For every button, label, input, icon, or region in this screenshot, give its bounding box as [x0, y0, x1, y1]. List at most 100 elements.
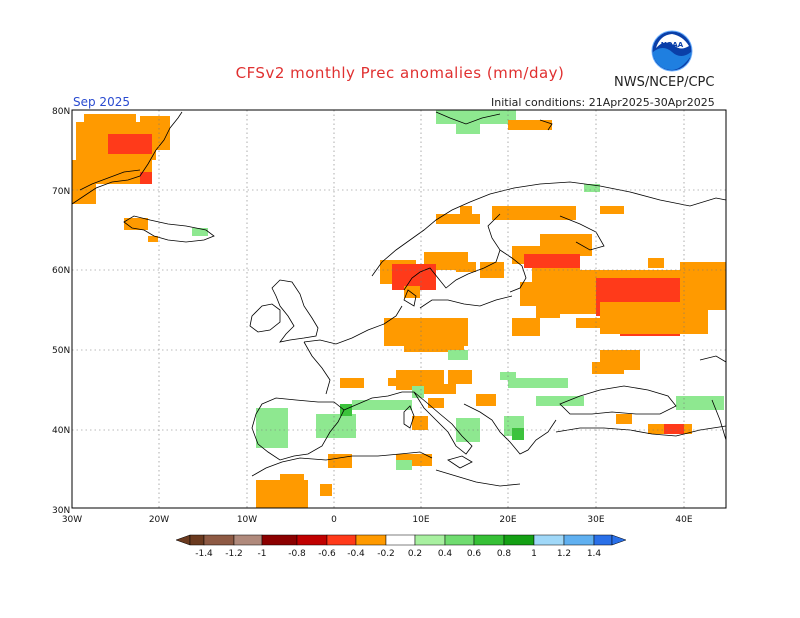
coastline: [699, 355, 727, 441]
anomaly-cell: [476, 394, 496, 406]
anomaly-cells: [72, 110, 726, 508]
coastline: [249, 303, 281, 333]
anomaly-cell: [340, 378, 364, 388]
colorbar-label: -1.2: [225, 549, 243, 559]
anomaly-cell: [492, 206, 576, 220]
lon-label: 30W: [62, 515, 82, 525]
anomaly-cell: [512, 318, 540, 336]
anomaly-cell: [460, 206, 472, 214]
colorbar-label: 0.2: [408, 549, 422, 559]
coastline: [79, 169, 141, 191]
lon-label: 30E: [587, 515, 604, 525]
anomaly-cell: [140, 172, 152, 184]
anomaly-cell: [328, 454, 352, 468]
anomaly-cell: [600, 206, 624, 214]
colorbar-arrow-left: [175, 534, 191, 546]
anomaly-cell: [108, 134, 152, 154]
anomaly-cell: [524, 254, 580, 268]
colorbar-arrow-right: [611, 534, 627, 546]
anomaly-cell: [520, 282, 576, 306]
coastline: [463, 403, 557, 455]
initial-conditions: Initial conditions: 21Apr2025-30Apr2025: [491, 96, 715, 109]
coastline: [539, 119, 553, 131]
colorbar-label: 1: [531, 549, 537, 559]
anomaly-cell: [536, 396, 584, 406]
coastline: [251, 451, 433, 477]
colorbar-label: 0.4: [438, 549, 453, 559]
anomaly-cell: [448, 350, 468, 360]
colorbar-segment: [355, 534, 387, 546]
colorbar-label: 0.8: [497, 549, 512, 559]
latitude-labels: 80N 70N 60N 50N 40N 30N: [52, 107, 70, 516]
colorbar-segment: [385, 534, 416, 546]
map-frame: [71, 109, 727, 509]
colorbar-segment: [414, 534, 446, 546]
colorbar-segment: [326, 534, 357, 546]
org-label: NWS/NCEP/CPC: [614, 75, 715, 90]
map-title: CFSv2 monthly Prec anomalies (mm/day): [235, 64, 565, 82]
coastline: [435, 469, 521, 487]
colorbar-segment: [203, 534, 235, 546]
colorbar-label: -1.4: [195, 549, 213, 559]
coastline: [343, 391, 414, 411]
anomaly-cell: [436, 214, 480, 224]
anomaly-cell: [396, 460, 412, 470]
coastline: [123, 215, 215, 243]
colorbar-segment: [563, 534, 595, 546]
colorbar-label: -0.4: [347, 549, 365, 559]
noaa-logo-icon: NOAA: [651, 30, 693, 72]
colorbar-label: -0.6: [318, 549, 336, 559]
coastline: [403, 405, 415, 429]
anomaly-cell: [428, 398, 444, 408]
coastline: [555, 425, 727, 437]
lon-label: 10W: [237, 515, 257, 525]
anomaly-cell: [592, 362, 624, 374]
svg-text:NOAA: NOAA: [661, 41, 684, 49]
anomaly-cell: [84, 114, 136, 126]
longitude-labels: 30W 20W 10W 0 10E 20E 30E 40E: [62, 515, 693, 525]
coastline: [371, 181, 601, 277]
anomaly-cell: [192, 228, 208, 236]
colorbar-label: -0.8: [288, 549, 306, 559]
lon-label: 20E: [499, 515, 516, 525]
coastline: [403, 213, 501, 291]
coastline: [447, 455, 473, 469]
anomaly-cell: [256, 408, 288, 448]
lon-label: 40E: [675, 515, 692, 525]
colorbar-labels: -1.4 -1.2 -1 -0.8 -0.6 -0.4 -0.2 0.2 0.4…: [195, 549, 601, 559]
anomaly-cell: [648, 258, 664, 268]
coastline: [403, 289, 417, 307]
anomaly-cell: [352, 400, 412, 410]
anomaly-cell: [148, 236, 158, 242]
coastline: [419, 295, 513, 309]
coastline: [271, 279, 319, 343]
coastline: [435, 111, 501, 125]
coastline: [71, 111, 183, 205]
colorbar-segment: [473, 534, 505, 546]
anomaly-cell: [508, 378, 568, 388]
lat-label: 50N: [52, 346, 70, 356]
anomaly-cell: [316, 414, 356, 438]
lat-label: 70N: [52, 187, 70, 197]
anomaly-cell: [340, 404, 352, 416]
lat-label: 40N: [52, 426, 70, 436]
anomaly-cell: [616, 414, 632, 424]
coastline: [599, 185, 727, 207]
anomaly-cell: [412, 416, 428, 430]
coastline: [413, 391, 473, 455]
anomaly-cell: [456, 124, 480, 134]
anomaly-cell: [280, 474, 304, 490]
anomaly-cell: [536, 306, 560, 318]
coastline: [559, 215, 605, 251]
colorbar-segment: [233, 534, 263, 546]
colorbar-label: -1: [258, 549, 267, 559]
lat-label: 60N: [52, 266, 70, 276]
coastline: [559, 385, 677, 415]
coastline: [303, 305, 403, 345]
lon-label: 0: [331, 515, 337, 525]
anomaly-cell: [676, 396, 724, 410]
anomaly-cell: [72, 184, 96, 204]
coastline: [251, 397, 345, 461]
anomaly-cell: [680, 262, 726, 302]
anomaly-cell: [320, 484, 332, 496]
